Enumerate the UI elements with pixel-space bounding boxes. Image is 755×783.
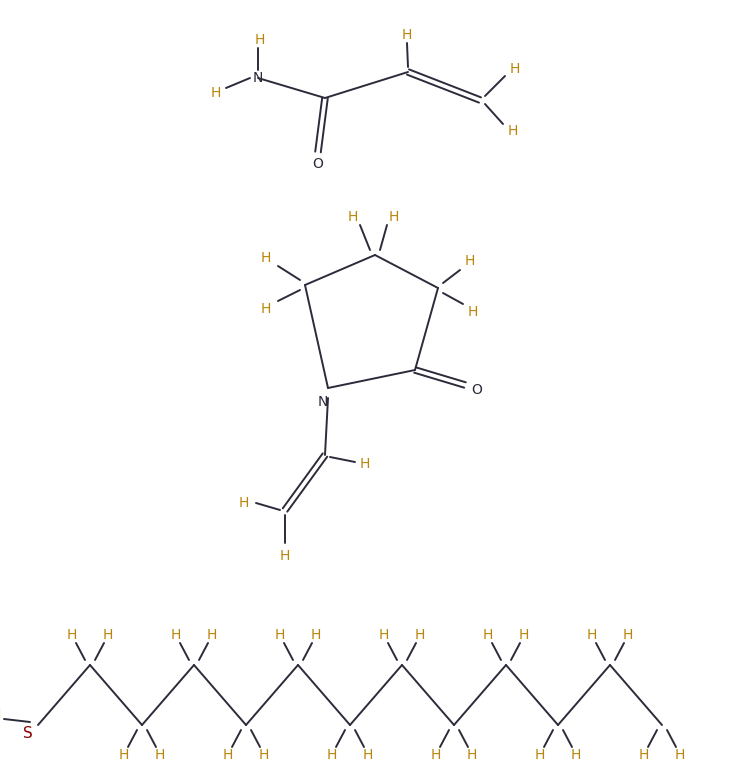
- Text: H: H: [211, 86, 221, 100]
- Text: H: H: [0, 708, 2, 722]
- Text: H: H: [623, 628, 633, 642]
- Text: H: H: [414, 628, 425, 642]
- Text: H: H: [431, 748, 441, 762]
- Text: H: H: [171, 628, 181, 642]
- Text: H: H: [675, 748, 686, 762]
- Text: H: H: [482, 628, 493, 642]
- Text: H: H: [510, 62, 520, 76]
- Text: N: N: [253, 71, 263, 85]
- Text: H: H: [119, 748, 129, 762]
- Text: O: O: [313, 157, 323, 171]
- Text: H: H: [259, 748, 270, 762]
- Text: H: H: [519, 628, 529, 642]
- Text: H: H: [571, 748, 581, 762]
- Text: H: H: [260, 251, 271, 265]
- Text: H: H: [327, 748, 337, 762]
- Text: H: H: [348, 210, 358, 224]
- Text: H: H: [260, 302, 271, 316]
- Text: H: H: [639, 748, 649, 762]
- Text: H: H: [587, 628, 597, 642]
- Text: H: H: [508, 124, 518, 138]
- Text: H: H: [155, 748, 165, 762]
- Text: H: H: [379, 628, 389, 642]
- Text: H: H: [360, 457, 370, 471]
- Text: H: H: [275, 628, 285, 642]
- Text: H: H: [363, 748, 373, 762]
- Text: N: N: [318, 395, 328, 409]
- Text: H: H: [280, 549, 290, 563]
- Text: H: H: [402, 28, 412, 42]
- Text: H: H: [389, 210, 399, 224]
- Text: H: H: [239, 496, 249, 510]
- Text: H: H: [467, 748, 477, 762]
- Text: O: O: [472, 383, 482, 397]
- Text: H: H: [207, 628, 217, 642]
- Text: H: H: [255, 33, 265, 47]
- Text: H: H: [311, 628, 321, 642]
- Text: H: H: [465, 254, 475, 268]
- Text: H: H: [103, 628, 113, 642]
- Text: H: H: [535, 748, 545, 762]
- Text: H: H: [468, 305, 478, 319]
- Text: H: H: [66, 628, 77, 642]
- Text: S: S: [23, 726, 33, 741]
- Text: H: H: [223, 748, 233, 762]
